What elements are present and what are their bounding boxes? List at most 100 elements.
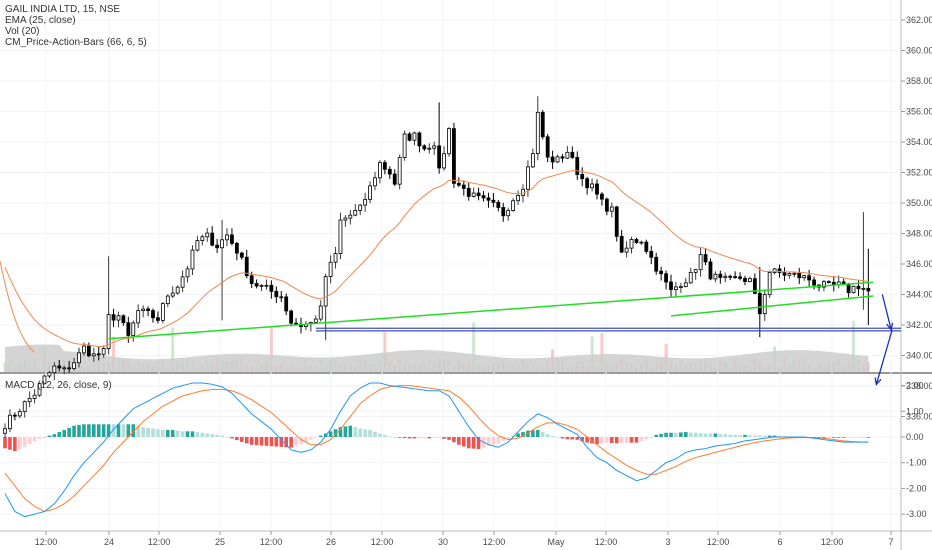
candle-body — [812, 279, 816, 286]
candle-body — [185, 268, 190, 278]
candle-body — [609, 206, 614, 212]
macd-signal-line — [4, 385, 869, 513]
macd-histogram-bar — [383, 434, 387, 437]
macd-histogram-bar — [220, 435, 224, 437]
candle-body — [476, 192, 481, 197]
candle-body — [526, 166, 530, 190]
macd-histogram-bar — [18, 437, 22, 450]
macd-histogram-bar — [708, 433, 713, 437]
time-axis-tick: 12:00 — [148, 537, 171, 547]
candle-body — [259, 284, 264, 287]
candle-body — [752, 278, 757, 294]
volume-legend[interactable]: Vol (20) — [5, 26, 40, 37]
macd-histogram-bar — [269, 437, 274, 447]
macd-histogram-bar — [698, 433, 703, 437]
price-axis-tick: 352.00 — [906, 168, 932, 178]
macd-histogram-bar — [713, 433, 718, 437]
candle-body — [156, 317, 160, 321]
candle-body — [585, 178, 590, 189]
macd-histogram-bar — [688, 432, 693, 437]
candle-body — [802, 275, 807, 279]
candle-body — [491, 199, 496, 203]
candle-body — [555, 156, 560, 163]
price-axis-tick: 344.00 — [906, 290, 932, 300]
macd-histogram-bar — [624, 437, 629, 443]
macd-histogram-bar — [491, 437, 496, 445]
price-axis-tick: 356.00 — [906, 107, 932, 117]
macd-histogram-bar — [471, 437, 476, 449]
macd-axis-tick: 1.00 — [906, 406, 924, 416]
candle-body — [762, 294, 767, 315]
macd-histogram-bar — [486, 437, 491, 447]
candle-body — [412, 132, 417, 141]
macd-histogram-bar — [822, 437, 826, 438]
time-axis-tick: 12:00 — [483, 537, 506, 547]
candle-body — [358, 204, 363, 211]
candle-body — [17, 411, 22, 417]
price-axis-tick: 338.00 — [906, 381, 932, 391]
macd-histogram-bar — [634, 437, 639, 443]
macd-histogram-bar — [832, 437, 836, 438]
candle-body — [62, 367, 67, 370]
candle-body — [856, 285, 861, 290]
macd-histogram-bar — [200, 432, 205, 437]
volume-bar — [472, 322, 476, 372]
macd-histogram-bar — [22, 437, 27, 447]
candle-body — [649, 251, 654, 258]
candle-body — [106, 314, 111, 349]
macd-line — [4, 382, 869, 518]
macd-histogram-bar — [521, 432, 525, 437]
macd-histogram-bar — [540, 432, 545, 437]
candle-body — [343, 217, 348, 221]
macd-histogram-bar — [373, 431, 377, 437]
macd-histogram-bar — [605, 437, 609, 443]
time-axis-tick: 12:00 — [260, 537, 283, 547]
candle-body — [225, 234, 229, 241]
ema-legend[interactable]: EMA (25, close) — [5, 15, 76, 26]
macd-histogram-bar — [190, 431, 195, 437]
macd-histogram-bar — [753, 435, 757, 437]
macd-title[interactable]: MACD (12, 26, close, 9) — [5, 380, 112, 391]
macd-histogram-bar — [3, 437, 7, 449]
candle-body — [501, 207, 506, 217]
macd-histogram-bar — [175, 430, 180, 437]
macd-histogram-bar — [42, 437, 47, 438]
macd-histogram-bar — [629, 437, 634, 443]
macd-histogram-bar — [141, 427, 145, 437]
candle-body — [12, 414, 17, 417]
candle-body — [456, 182, 461, 186]
macd-histogram-bar — [664, 432, 668, 437]
macd-histogram-bar — [743, 434, 747, 437]
macd-histogram-bar — [166, 429, 170, 437]
candle-body — [195, 240, 200, 251]
candle-body — [866, 288, 871, 292]
cm-price-action-legend[interactable]: CM_Price-Action-Bars (66, 6, 5) — [5, 37, 147, 48]
candle-body — [516, 195, 520, 202]
time-axis-tick: May — [547, 537, 565, 547]
macd-histogram-bar — [442, 437, 446, 439]
macd-histogram-bar — [447, 437, 451, 440]
macd-histogram-bar — [585, 437, 589, 443]
candle-body — [151, 310, 155, 319]
macd-histogram-bar — [32, 437, 37, 442]
volume-bar — [269, 327, 273, 372]
candle-body — [284, 296, 289, 312]
drawing-tools[interactable] — [108, 281, 901, 386]
candle-body — [471, 192, 476, 197]
macd-histogram-bar — [151, 428, 155, 437]
macd-histogram-bar — [170, 429, 175, 437]
candle-body — [792, 272, 797, 275]
candle-body — [378, 162, 382, 179]
candlestick-series[interactable] — [3, 96, 871, 438]
macd-histogram-bar — [225, 437, 229, 438]
candle-body — [254, 283, 259, 287]
macd-histogram-bar — [87, 424, 91, 437]
price-axis-tick: 348.00 — [906, 229, 932, 239]
symbol-title[interactable]: GAIL INDIA LTD, 15, NSE — [5, 4, 121, 15]
candle-body — [42, 375, 47, 385]
candle-body — [175, 286, 180, 294]
macd-histogram-bar — [545, 434, 550, 437]
candle-body — [624, 247, 629, 253]
